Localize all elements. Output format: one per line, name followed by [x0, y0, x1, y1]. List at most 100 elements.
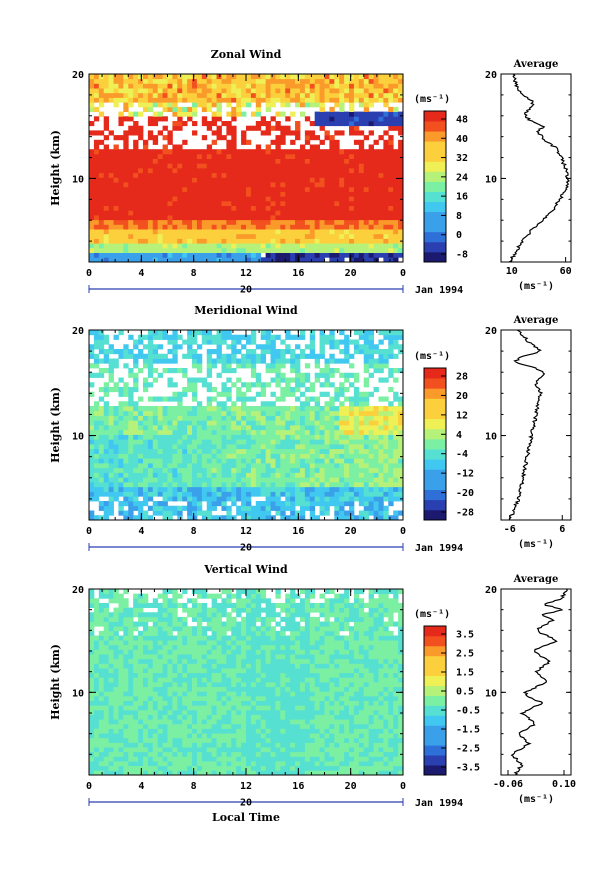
heatmap-cell	[368, 238, 374, 244]
heatmap-cell	[250, 472, 257, 478]
heatmap-cell	[358, 463, 365, 469]
heatmap-cell	[265, 215, 271, 221]
heatmap-cell	[201, 448, 208, 454]
heatmap-cell	[388, 349, 394, 355]
heatmap-cell	[231, 106, 237, 112]
heatmap-cell	[363, 238, 370, 244]
heatmap-cell	[236, 224, 242, 230]
heatmap-cell	[319, 330, 325, 336]
heatmap-cell	[89, 737, 95, 743]
heatmap-cell	[93, 186, 100, 192]
heatmap-cell	[309, 215, 316, 221]
heatmap-cell	[373, 88, 379, 94]
heatmap-cell	[147, 196, 154, 202]
heatmap-cell	[290, 177, 296, 183]
heatmap-cell	[113, 453, 119, 459]
heatmap-cell	[329, 410, 335, 416]
heatmap-cell	[398, 182, 404, 188]
heatmap-cell	[329, 111, 335, 117]
heatmap-cell	[275, 92, 281, 98]
heatmap-cell	[211, 420, 217, 426]
heatmap-cell	[255, 158, 262, 164]
heatmap-cell	[285, 344, 291, 350]
heatmap-cell	[265, 410, 271, 416]
heatmap-cell	[89, 682, 95, 688]
heatmap-cell	[98, 737, 105, 743]
heatmap-cell	[231, 238, 237, 244]
heatmap-cell	[378, 200, 384, 206]
heatmap-cell	[368, 339, 374, 345]
heatmap-cell	[98, 728, 105, 734]
heatmap-cell	[89, 770, 95, 776]
heatmap-cell	[108, 158, 114, 164]
heatmap-cell	[319, 477, 325, 483]
heatmap-cell	[113, 719, 119, 725]
heatmap-cell	[353, 224, 360, 230]
heatmap-cell	[118, 602, 124, 608]
heatmap-cell	[368, 215, 374, 221]
heatmap-cell	[285, 463, 291, 469]
heatmap-cell	[358, 144, 365, 150]
heatmap-cell	[265, 205, 271, 211]
heatmap-cell	[339, 111, 345, 117]
heatmap-cell	[133, 358, 139, 364]
heatmap-cell	[172, 491, 178, 497]
x-tick-label: 0	[86, 268, 92, 279]
heatmap-cell	[113, 751, 119, 757]
heatmap-cell	[108, 363, 114, 369]
heatmap-cell	[319, 444, 325, 450]
x-tick-label: 20	[345, 526, 357, 537]
heatmap-cell	[270, 434, 276, 440]
heatmap-cell	[108, 695, 114, 701]
heatmap-cell	[255, 205, 262, 211]
heatmap-cell	[192, 406, 198, 412]
heatmap-cell	[113, 598, 119, 604]
heatmap-cell	[133, 182, 139, 188]
heatmap-cell	[398, 121, 404, 127]
heatmap-cell	[142, 387, 149, 393]
heatmap-cell	[250, 200, 257, 206]
heatmap-cell	[285, 238, 291, 244]
heatmap-cell	[388, 415, 394, 421]
heatmap-cell	[393, 444, 399, 450]
heatmap-cell	[255, 486, 262, 492]
heatmap-cell	[339, 83, 345, 89]
heatmap-cell	[98, 243, 105, 249]
heatmap-cell	[108, 612, 114, 618]
heatmap-cell	[167, 139, 173, 145]
heatmap-cell	[255, 163, 262, 169]
heatmap-cell	[187, 491, 193, 497]
heatmap-cell	[388, 401, 394, 407]
heatmap-cell	[236, 215, 242, 221]
heatmap-cell	[393, 177, 399, 183]
heatmap-cell	[393, 106, 399, 112]
heatmap-cell	[211, 448, 217, 454]
heatmap-cell	[319, 467, 325, 473]
heatmap-cell	[339, 177, 345, 183]
heatmap-cell	[113, 491, 119, 497]
heatmap-cell	[147, 434, 154, 440]
heatmap-cell	[133, 186, 139, 192]
heatmap-cell	[265, 406, 271, 412]
heatmap-cell	[270, 139, 276, 145]
heatmap-cell	[167, 135, 173, 141]
heatmap-cell	[226, 406, 232, 412]
heatmap-cell	[187, 410, 193, 416]
heatmap-cell	[250, 243, 257, 249]
heatmap-cell	[236, 102, 242, 108]
heatmap-cell	[133, 598, 139, 604]
heatmap-cell	[172, 420, 178, 426]
heatmap-cell	[128, 472, 134, 478]
heatmap-cell	[192, 149, 198, 155]
heatmap-cell	[103, 92, 110, 98]
heatmap-cell	[270, 243, 276, 249]
heatmap-cell	[162, 368, 168, 374]
heatmap-cell	[349, 74, 355, 80]
heatmap-cell	[142, 477, 149, 483]
heatmap-cell	[299, 458, 306, 464]
heatmap-cell	[108, 229, 114, 235]
heatmap-cell	[363, 74, 370, 80]
heatmap-cell	[285, 168, 291, 174]
heatmap-cell	[280, 153, 286, 159]
heatmap-cell	[206, 168, 213, 174]
